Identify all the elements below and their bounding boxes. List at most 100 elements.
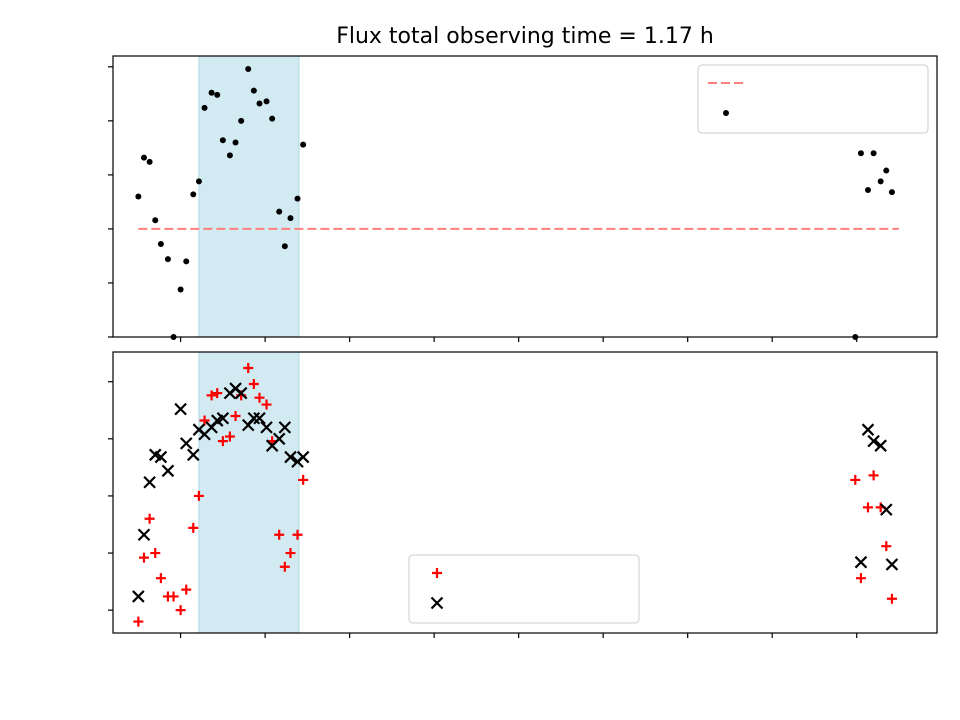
predicted-star-point [216, 411, 230, 425]
matched-star-point [133, 616, 144, 627]
measurement-point [135, 193, 142, 200]
predicted-star-point [284, 450, 297, 464]
matched-star-point [855, 573, 866, 584]
measurement-point [287, 215, 294, 222]
measurement-point [177, 286, 184, 293]
predicted-star-point [247, 411, 261, 425]
matched-star-point [193, 490, 204, 501]
predicted-star-point [253, 411, 266, 425]
axes-frame [112, 351, 938, 634]
measurement-point [226, 152, 233, 159]
predicted-star-point [272, 432, 286, 446]
measurement-point [276, 208, 283, 215]
predicted-star-point [296, 450, 310, 464]
measurement-point [883, 167, 890, 174]
predicted-star-point [132, 590, 145, 603]
measurement-point [238, 117, 245, 124]
matched-star-point [274, 529, 285, 540]
measurement-point [263, 98, 270, 105]
matched-star-point [181, 584, 192, 595]
predicted-star-point [867, 434, 880, 448]
predicted-star-point [880, 503, 893, 516]
measurement-point [857, 150, 864, 157]
predicted-star-point [143, 475, 156, 489]
matched-star-point [138, 552, 149, 563]
measurement-point [281, 243, 288, 250]
measurement-point [146, 158, 153, 165]
matched-star-point [279, 561, 290, 572]
measurement-point [888, 189, 895, 196]
measurement-point [269, 115, 276, 122]
ratio-panel [108, 55, 938, 342]
measurement-point [300, 141, 307, 148]
matched-star-point [144, 513, 155, 524]
matched-star-point [175, 605, 186, 616]
matched-star-point [292, 529, 303, 540]
matched-star-point [248, 378, 259, 389]
measurement-point [140, 154, 147, 161]
matched-star-point [298, 474, 309, 485]
shaded-span [198, 55, 300, 338]
matched-star-point [188, 522, 199, 533]
matched-star-point [212, 388, 223, 399]
matched-star-point [230, 410, 241, 421]
measurement-point [195, 178, 202, 185]
predicted-star-point [161, 464, 175, 478]
measurement-point [250, 87, 257, 94]
matched-star-point [850, 474, 861, 485]
matched-star-point [862, 502, 873, 513]
matched-star-point [243, 362, 254, 373]
measurement-point [245, 65, 252, 72]
legend-box [697, 64, 929, 134]
measurement-point [190, 191, 197, 198]
matched-star-point [168, 591, 179, 602]
measurement-point [164, 256, 171, 263]
predicted-star-point [137, 528, 151, 542]
matched-star-point [886, 593, 897, 604]
measurement-point [219, 137, 226, 144]
legend-matched-swatch [432, 568, 442, 578]
measurement-point [870, 150, 877, 157]
axes-frame [112, 55, 938, 338]
shaded-span [198, 351, 300, 634]
predicted-star-point [187, 448, 200, 462]
measurement-point [294, 195, 301, 202]
matched-star-point [224, 431, 235, 442]
predicted-star-point [874, 439, 887, 452]
matched-star-point [155, 573, 166, 584]
figure-title: Flux total observing time = 1.17 h [336, 24, 714, 49]
matched-star-point [199, 415, 210, 426]
predicted-star-point [179, 437, 193, 450]
predicted-star-point [861, 423, 875, 436]
matched-star-point [254, 392, 265, 403]
measurement-point [157, 241, 164, 248]
predicted-star-point [260, 421, 273, 434]
legend-predicted-swatch [430, 596, 444, 610]
measurement-point [201, 104, 208, 111]
predicted-star-point [174, 402, 187, 416]
matched-star-point [881, 541, 892, 552]
matched-star-point [217, 436, 228, 447]
matched-star-point [868, 470, 879, 481]
measurement-point [183, 258, 190, 265]
predicted-star-point [854, 555, 868, 569]
count-panel [108, 351, 938, 638]
matched-star-point [261, 399, 272, 410]
matched-star-point [206, 390, 217, 401]
predicted-star-point [154, 450, 168, 464]
predicted-star-point [234, 386, 248, 400]
measurement-point [208, 89, 215, 96]
predicted-star-point [278, 421, 292, 434]
measurement-point [214, 91, 221, 98]
measurement-point [877, 178, 884, 185]
legend-box [408, 554, 640, 624]
measurement-point [232, 139, 239, 146]
matched-star-point [150, 548, 161, 559]
measurement-point [152, 217, 159, 224]
legend-measurements-swatch [723, 110, 729, 116]
measurement-point [864, 187, 871, 194]
measurement-point [256, 100, 263, 107]
predicted-star-point [885, 558, 899, 571]
matched-star-point [285, 548, 296, 559]
